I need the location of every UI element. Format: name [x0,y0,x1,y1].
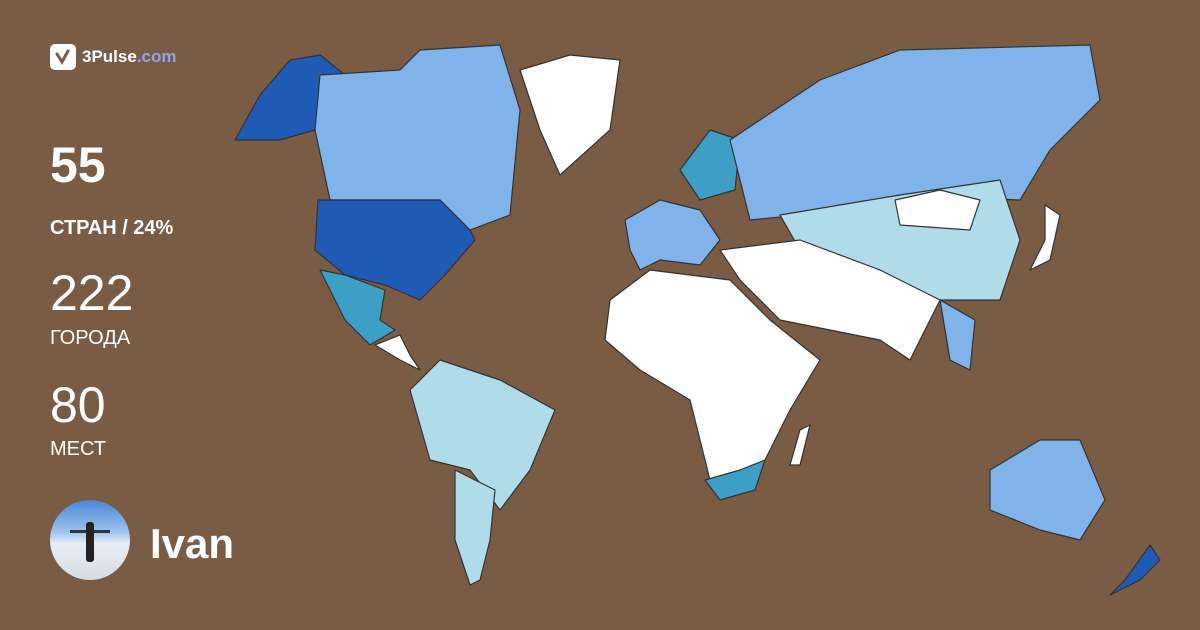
countries-label: СТРАН / 24% [50,217,174,239]
country-madagascar[interactable] [789,424,811,466]
countries-count: 55 [50,137,106,193]
user-name: Ivan [150,520,235,567]
brand-domain: .com [136,47,177,66]
country-canada[interactable] [314,44,521,231]
region-south-america-north[interactable] [409,359,556,511]
region-middle-east-south-asia[interactable] [719,239,941,361]
cities-count: 222 [50,265,134,321]
country-greenland[interactable] [519,54,621,176]
cities-label: ГОРОДА [50,327,131,349]
country-russia[interactable] [729,44,1101,221]
pulse-icon [50,44,76,70]
country-australia[interactable] [989,439,1106,541]
places-label: МЕСТ [50,438,106,460]
avatar [50,500,130,580]
region-southeast-asia[interactable] [939,299,976,371]
region-south-america-south[interactable] [454,469,496,586]
region-europe-west[interactable] [624,199,721,271]
country-usa[interactable] [314,199,476,301]
country-new-zealand[interactable] [1109,544,1161,596]
country-japan[interactable] [1029,204,1061,271]
places-count: 80 [50,377,106,433]
country-mexico[interactable] [319,269,396,346]
country-mongolia[interactable] [894,189,981,231]
country-south-africa[interactable] [704,459,766,501]
brand-logo: 3Pulse.com [50,44,177,70]
brand-name: 3Pulse [82,47,137,66]
region-central-america[interactable] [374,334,421,371]
